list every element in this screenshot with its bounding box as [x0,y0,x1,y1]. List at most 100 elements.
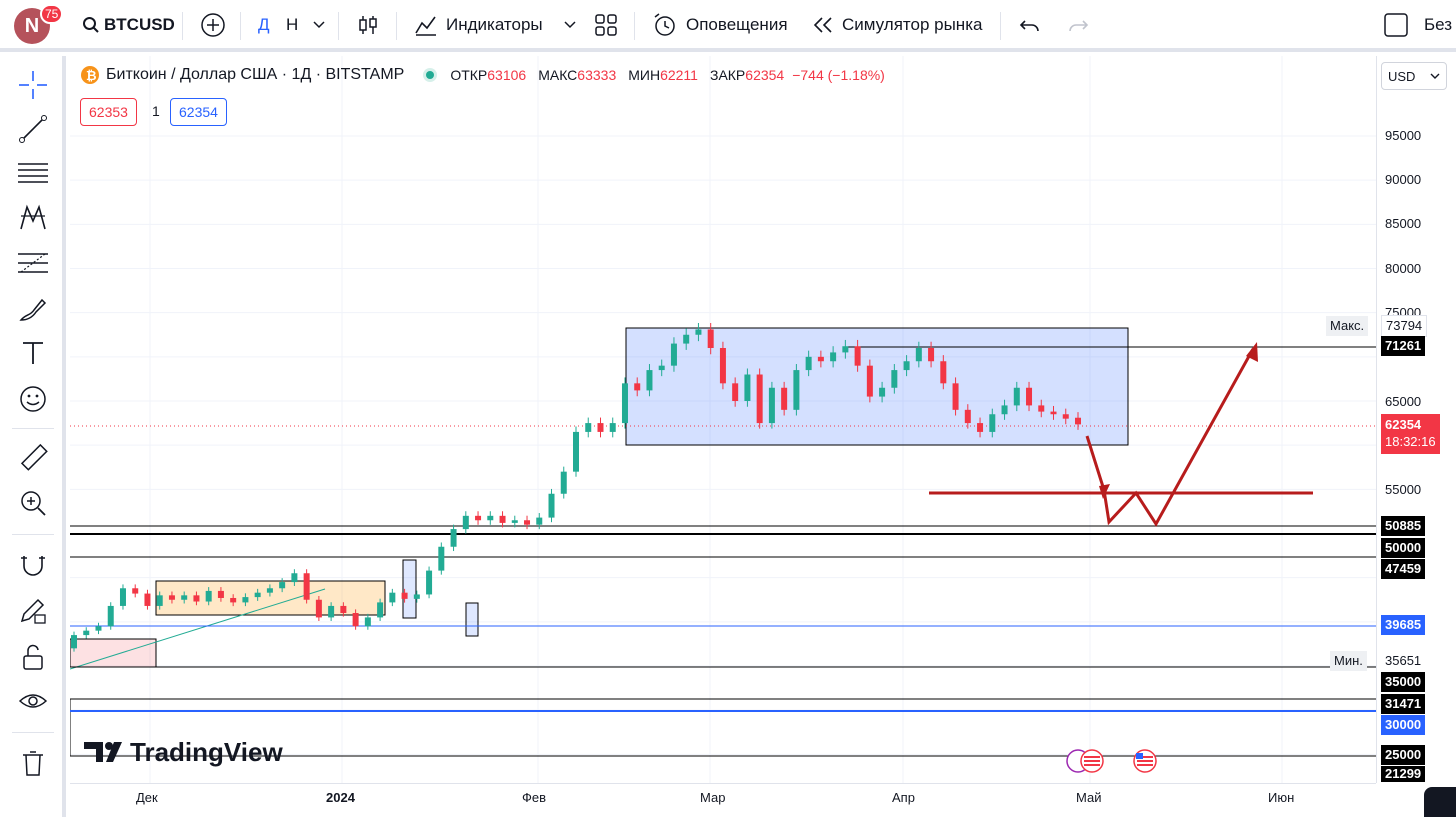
small-box-1[interactable] [402,559,417,619]
price-tick: 90000 [1385,172,1422,187]
candle-body [377,602,384,618]
lock-tool[interactable] [16,640,50,674]
candle-body [707,329,714,348]
pink-zone-box[interactable] [70,638,157,668]
candle-body [511,520,518,523]
zoom-in-icon [21,491,46,516]
stay-drawing-tool[interactable] [16,594,50,628]
divider [240,12,241,40]
candle-body [928,348,935,362]
layout-name-button[interactable]: Без [1424,0,1452,50]
small-box-2[interactable] [465,602,479,637]
emoji-tool[interactable] [16,382,50,416]
candle-body [658,365,665,371]
fib-tool[interactable] [16,246,50,280]
crosshair-tool[interactable] [16,68,50,102]
symbol-search-button[interactable]: BTCUSD [82,0,175,50]
consolidation-box-orange[interactable] [155,580,386,616]
measure-tool[interactable] [16,440,50,474]
candle-body [719,348,726,384]
candle-body [438,546,445,571]
pencil-lock-icon [20,598,46,624]
select-checkbox[interactable] [1384,0,1408,50]
zoom-tool[interactable] [16,486,50,520]
order-quantity[interactable]: 1 [152,103,160,119]
candle-body [352,613,359,627]
layout-name-label: Без [1424,15,1453,34]
candle-body [107,605,114,627]
visibility-tool[interactable] [16,684,50,718]
indicators-icon [415,16,436,36]
min-price-tag: 35651 [1381,651,1426,671]
time-tick: 2024 [326,790,355,805]
indicators-button[interactable]: Индикаторы [414,0,543,50]
magnet-tool[interactable] [16,548,50,582]
candle-body [144,593,151,606]
rewind-icon [813,17,832,33]
candle-body [793,370,800,410]
candle-body [903,361,910,371]
chat-button[interactable] [1424,787,1456,817]
candle-body [597,423,604,432]
time-tick: Фев [522,790,547,805]
horizontal-lines-tool[interactable] [16,156,50,190]
brush-tool[interactable] [16,292,50,326]
indicators-dropdown[interactable] [563,0,577,50]
candle-body [536,517,543,525]
consolidation-box-large[interactable] [625,327,1129,446]
undo-button[interactable] [1018,0,1042,50]
alerts-label: Оповещения [686,15,788,34]
chart-type-button[interactable] [356,0,380,50]
trend-line-tool[interactable] [16,112,50,146]
price-axis[interactable]: USD 95000 90000 85000 80000 75000 65000 … [1376,56,1456,783]
candle-body [866,365,873,397]
divider [182,12,183,40]
layouts-button[interactable] [594,0,618,50]
candle-body [315,599,322,618]
level-tag-31471: 31471 [1381,694,1426,714]
time-axis[interactable]: Дек 2024 Фев Мар Апр Май Июн [70,783,1376,818]
interval-dropdown[interactable] [312,0,326,50]
replay-label: Симулятор рынка [842,15,983,34]
price-tick: 80000 [1385,261,1422,276]
compare-button[interactable] [200,0,226,50]
candle-body [621,383,628,424]
interval-hour-label: Н [286,15,299,34]
currency-select[interactable]: USD [1381,62,1447,90]
candle-body [817,356,824,362]
candle-body [266,588,273,593]
forecast-arrowhead [1246,342,1258,362]
interval-hour-button[interactable]: Н [286,0,298,50]
symbol-title[interactable]: Биткоин / Доллар США · 1Д · BITSTAMP [106,66,405,83]
price-chart[interactable]: TradingView [70,56,1376,783]
sell-button[interactable]: 62353 [80,98,137,126]
divider [338,12,339,40]
candle-body [915,348,922,362]
forecast-path[interactable] [1085,348,1255,527]
divider [634,12,635,40]
brush-icon [19,298,47,321]
candle-body [1013,387,1020,406]
redo-button[interactable] [1066,0,1090,50]
text-tool[interactable] [16,336,50,370]
max-price-tag: 73794 [1381,315,1428,337]
candle-body [83,630,90,636]
candle-body [573,431,579,472]
square-icon [1384,13,1408,37]
buy-button[interactable]: 62354 [170,98,227,126]
close-label: ЗАКР [709,67,746,83]
candle-body [119,588,126,606]
pattern-tool[interactable] [16,200,50,234]
trend-line[interactable] [70,588,326,670]
interval-day-button[interactable]: Д [258,0,270,50]
event-flags[interactable] [1066,749,1157,773]
alerts-button[interactable]: Оповещения [652,0,788,50]
current-price-value: 62354 [1385,417,1422,432]
candle-body [548,493,555,518]
candle-body [168,595,175,600]
chevron-down-icon [313,21,325,29]
candle-body [217,590,224,598]
delete-tool[interactable] [16,746,50,780]
price-tick: 95000 [1385,128,1422,143]
replay-button[interactable]: Симулятор рынка [812,0,982,50]
